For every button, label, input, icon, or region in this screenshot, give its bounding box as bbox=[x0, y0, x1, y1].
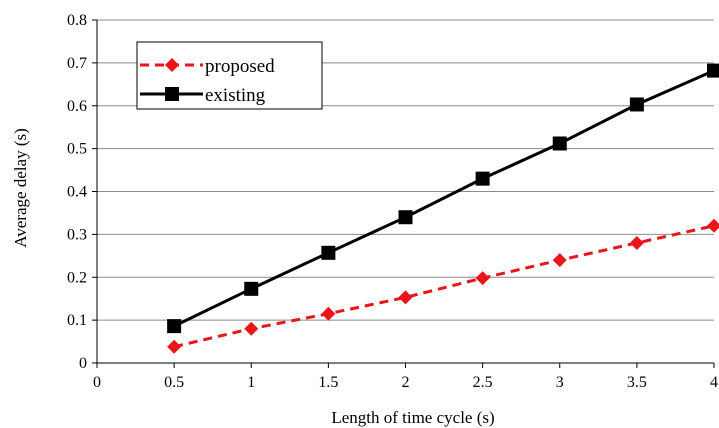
data-point-proposed bbox=[629, 235, 644, 250]
data-point-proposed bbox=[167, 339, 182, 354]
y-tick-label: 0.5 bbox=[67, 141, 87, 158]
data-point-existing bbox=[398, 210, 413, 225]
legend: proposed existing bbox=[136, 41, 323, 110]
data-point-existing bbox=[321, 245, 336, 260]
series-line-existing bbox=[173, 69, 715, 328]
legend-label: proposed bbox=[205, 56, 275, 77]
y-axis-title: Average delay (s) bbox=[11, 128, 30, 248]
axes bbox=[92, 19, 715, 368]
x-tick-label: 2.5 bbox=[473, 374, 493, 391]
series-existing bbox=[167, 63, 719, 334]
legend-swatch-marker bbox=[165, 87, 179, 101]
legend-label: existing bbox=[205, 85, 266, 106]
x-tick-label: 1.5 bbox=[318, 374, 338, 391]
x-tick-label: 0 bbox=[93, 374, 101, 391]
series-layer bbox=[167, 63, 719, 354]
data-point-existing bbox=[244, 281, 259, 296]
x-axis-title: Length of time cycle (s) bbox=[331, 408, 494, 427]
y-tick-label: 0.3 bbox=[67, 226, 87, 243]
data-point-proposed bbox=[475, 271, 490, 286]
x-tick-label: 4 bbox=[710, 374, 718, 391]
y-tick-label: 0.8 bbox=[67, 12, 87, 29]
y-tick-labels: 0 0.1 0.2 0.3 0.4 0.5 0.6 0.7 0.8 bbox=[67, 12, 87, 372]
y-tick-label: 0 bbox=[79, 355, 87, 372]
data-point-proposed bbox=[244, 321, 259, 336]
data-point-proposed bbox=[398, 290, 413, 305]
x-tick-label: 0.5 bbox=[164, 374, 184, 391]
data-point-existing bbox=[707, 63, 719, 78]
y-tick-label: 0.6 bbox=[67, 98, 87, 115]
data-point-proposed bbox=[321, 306, 336, 321]
legend-swatch-marker bbox=[165, 58, 179, 72]
x-tick-label: 1 bbox=[247, 374, 255, 391]
x-tick-label: 3 bbox=[556, 374, 564, 391]
y-tick-label: 0.4 bbox=[67, 184, 87, 201]
data-point-existing bbox=[552, 136, 567, 151]
legend-item-existing: existing bbox=[140, 85, 266, 106]
data-point-proposed bbox=[707, 218, 719, 233]
data-point-existing bbox=[167, 319, 182, 334]
y-tick-label: 0.7 bbox=[67, 55, 87, 72]
x-tick-label: 3.5 bbox=[627, 374, 647, 391]
data-point-existing bbox=[475, 171, 490, 186]
y-tick-label: 0.1 bbox=[67, 312, 87, 329]
x-tick-label: 2 bbox=[402, 374, 410, 391]
series-proposed bbox=[167, 218, 719, 354]
data-point-existing bbox=[629, 97, 644, 112]
data-point-proposed bbox=[552, 253, 567, 268]
y-tick-label: 0.2 bbox=[67, 269, 87, 286]
series-line-proposed bbox=[173, 224, 715, 349]
legend-item-proposed: proposed bbox=[140, 56, 275, 77]
x-tick-labels: 0 0.5 1 1.5 2 2.5 3 3.5 4 bbox=[93, 374, 718, 391]
